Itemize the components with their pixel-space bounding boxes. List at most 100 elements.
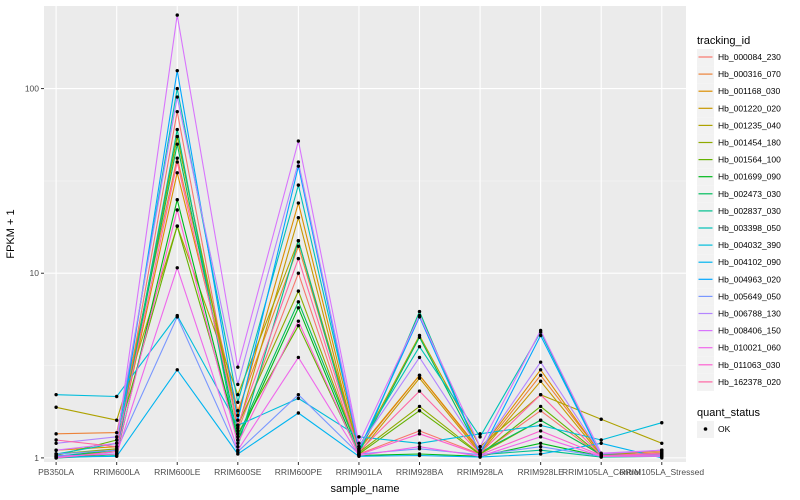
data-point bbox=[599, 441, 603, 445]
data-point bbox=[417, 389, 422, 393]
data-point bbox=[538, 379, 543, 383]
data-point bbox=[538, 448, 543, 452]
data-point bbox=[236, 365, 240, 369]
data-point bbox=[417, 409, 422, 413]
data-point bbox=[538, 423, 543, 428]
data-point bbox=[175, 95, 179, 99]
data-point bbox=[236, 448, 240, 452]
x-tick-label: RRIM928LA bbox=[457, 467, 504, 477]
data-point bbox=[660, 448, 664, 452]
legend-label: Hb_011063_030 bbox=[718, 360, 781, 370]
data-point bbox=[54, 438, 58, 442]
data-point bbox=[417, 444, 422, 449]
data-point bbox=[296, 319, 301, 323]
data-point bbox=[538, 368, 543, 372]
y-tick-label: 10 bbox=[30, 268, 40, 278]
data-point bbox=[538, 409, 543, 413]
data-point bbox=[538, 333, 543, 338]
data-point bbox=[538, 444, 543, 449]
data-point bbox=[538, 441, 543, 445]
legend2-items: OK bbox=[697, 421, 731, 438]
y-tick-label: 100 bbox=[25, 84, 39, 94]
data-point bbox=[54, 392, 58, 397]
legend-label: Hb_008406_150 bbox=[718, 326, 781, 336]
data-point bbox=[236, 429, 240, 433]
data-point bbox=[175, 134, 179, 139]
data-point bbox=[175, 68, 179, 73]
data-point bbox=[538, 328, 543, 333]
data-point bbox=[660, 451, 664, 455]
data-point bbox=[236, 435, 240, 439]
grid bbox=[44, 6, 686, 462]
data-point bbox=[417, 309, 422, 314]
data-point bbox=[599, 453, 603, 458]
data-point bbox=[296, 239, 301, 243]
data-point bbox=[417, 373, 422, 378]
legend: tracking_id Hb_000084_230Hb_000316_070Hb… bbox=[697, 35, 781, 438]
x-axis: PB350LA RRIM600LA RRIM600LE RRIM600SE RRIM60… bbox=[38, 462, 704, 477]
data-point bbox=[296, 139, 301, 143]
data-point bbox=[478, 448, 482, 452]
data-point bbox=[417, 404, 422, 409]
y-tick-label: 1 bbox=[34, 453, 39, 463]
legend2-title: quant_status bbox=[697, 407, 760, 419]
data-point bbox=[417, 429, 422, 433]
legend-label: Hb_001564_100 bbox=[718, 155, 781, 165]
data-point bbox=[175, 13, 179, 17]
x-tick-label: RRIM600LE bbox=[154, 467, 201, 477]
data-point bbox=[114, 430, 119, 435]
legend-label: Hb_006788_130 bbox=[718, 309, 781, 319]
data-point bbox=[296, 215, 301, 220]
data-point bbox=[114, 438, 119, 442]
series-points bbox=[54, 13, 664, 460]
data-point bbox=[175, 127, 179, 132]
legend-label: Hb_001168_030 bbox=[718, 86, 781, 96]
data-point bbox=[114, 444, 119, 449]
legend-label: Hb_000084_230 bbox=[718, 52, 781, 62]
data-point bbox=[296, 396, 301, 401]
data-point bbox=[296, 355, 301, 360]
data-point bbox=[357, 453, 361, 457]
data-point bbox=[660, 441, 664, 445]
data-point bbox=[538, 429, 543, 433]
data-point bbox=[296, 323, 301, 328]
x-axis-title: sample_name bbox=[330, 483, 399, 495]
data-point bbox=[114, 418, 119, 422]
y-axis: 1 10 100 bbox=[25, 84, 44, 463]
legend2-marker bbox=[703, 427, 708, 431]
data-point bbox=[296, 160, 301, 164]
data-point bbox=[296, 392, 301, 397]
legend-label: Hb_003398_050 bbox=[718, 223, 781, 233]
data-point bbox=[599, 417, 603, 421]
legend-label: Hb_001699_090 bbox=[718, 172, 781, 182]
x-tick-label: RRIM600LA bbox=[94, 467, 141, 477]
x-tick-label: RRIM600PE bbox=[275, 467, 323, 477]
data-point bbox=[296, 244, 301, 248]
data-point bbox=[54, 448, 58, 452]
data-point bbox=[175, 171, 179, 175]
data-point bbox=[114, 454, 119, 458]
data-point bbox=[296, 411, 301, 415]
data-point bbox=[296, 289, 301, 293]
legend-label: Hb_000316_070 bbox=[718, 69, 781, 79]
data-point bbox=[54, 405, 58, 409]
data-point bbox=[114, 441, 119, 445]
data-point bbox=[175, 266, 179, 270]
data-point bbox=[236, 438, 240, 442]
data-point bbox=[54, 456, 58, 460]
data-point bbox=[296, 201, 301, 205]
data-point bbox=[417, 313, 422, 318]
data-point bbox=[175, 86, 179, 91]
data-point bbox=[236, 423, 240, 428]
data-point bbox=[175, 315, 179, 319]
data-point bbox=[175, 109, 179, 114]
data-point bbox=[296, 256, 301, 261]
legend-label: Hb_010021_060 bbox=[718, 343, 781, 353]
data-point bbox=[296, 300, 301, 304]
legend-label: Hb_004032_390 bbox=[718, 240, 781, 250]
data-point bbox=[236, 444, 240, 449]
data-point bbox=[236, 432, 240, 436]
data-point bbox=[236, 392, 240, 397]
data-point bbox=[54, 432, 58, 436]
data-point bbox=[478, 432, 482, 436]
